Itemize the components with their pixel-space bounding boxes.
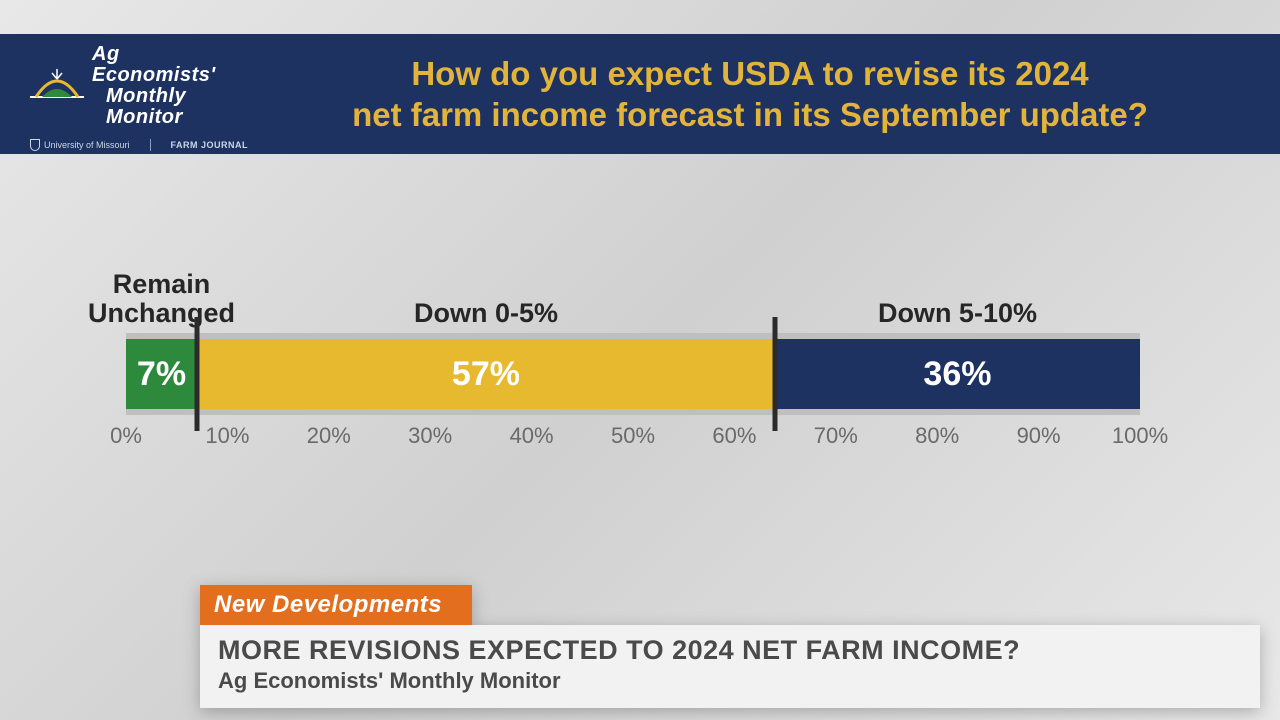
axis-tick: 100%	[1112, 423, 1168, 449]
lower-third: New Developments MORE REVISIONS EXPECTED…	[200, 585, 1260, 708]
x-axis: 0%10%20%30%40%50%60%70%80%90%100%	[126, 423, 1140, 463]
header-title: How do you expect USDA to revise its 202…	[260, 34, 1280, 154]
logo-sub-separator	[150, 139, 151, 151]
lower-third-source: Ag Economists' Monthly Monitor	[218, 668, 1242, 694]
axis-tick: 0%	[110, 423, 142, 449]
logo-line1: Ag Economists'	[92, 44, 248, 86]
header-title-line1: How do you expect USDA to revise its 202…	[411, 53, 1088, 94]
bar-segment: 36%	[775, 339, 1140, 409]
header-title-line2: net farm income forecast in its Septembe…	[352, 94, 1148, 135]
bar-segment: 57%	[197, 339, 775, 409]
segment-label: RemainUnchanged	[88, 270, 235, 327]
segment-divider	[772, 317, 777, 431]
axis-tick: 10%	[205, 423, 249, 449]
axis-tick: 70%	[814, 423, 858, 449]
header-banner: Ag Economists' Monthly Monitor Universit…	[0, 34, 1280, 154]
axis-tick: 60%	[712, 423, 756, 449]
bar-segments: 7%57%36%	[126, 339, 1140, 409]
logo-sub-row: University of Missouri FARM JOURNAL	[30, 139, 248, 151]
lower-third-body: MORE REVISIONS EXPECTED TO 2024 NET FARM…	[200, 625, 1260, 708]
segment-label: Down 5-10%	[878, 299, 1037, 327]
axis-tick: 20%	[307, 423, 351, 449]
logo-sub-left: University of Missouri	[44, 140, 130, 150]
logo-line2: Monthly	[92, 86, 248, 107]
bar-segment: 7%	[126, 339, 197, 409]
axis-tick: 80%	[915, 423, 959, 449]
axis-tick: 30%	[408, 423, 452, 449]
shield-icon	[30, 139, 40, 151]
bar-track: 7%57%36%	[126, 333, 1140, 415]
logo-line3: Monitor	[92, 107, 248, 128]
axis-tick: 40%	[510, 423, 554, 449]
axis-tick: 50%	[611, 423, 655, 449]
axis-tick: 90%	[1017, 423, 1061, 449]
lower-third-headline: MORE REVISIONS EXPECTED TO 2024 NET FARM…	[218, 635, 1242, 666]
logo-block: Ag Economists' Monthly Monitor Universit…	[0, 34, 260, 154]
monitor-logo-icon	[30, 67, 84, 105]
segment-label: Down 0-5%	[414, 299, 558, 327]
logo-sub-right: FARM JOURNAL	[171, 140, 249, 150]
segment-labels-row: RemainUnchangedDown 0-5%Down 5-10%	[126, 255, 1140, 333]
logo-text: Ag Economists' Monthly Monitor	[92, 44, 248, 128]
survey-stacked-bar-chart: RemainUnchangedDown 0-5%Down 5-10% 7%57%…	[126, 255, 1140, 463]
lower-third-tag: New Developments	[200, 585, 472, 625]
segment-divider	[194, 317, 199, 431]
